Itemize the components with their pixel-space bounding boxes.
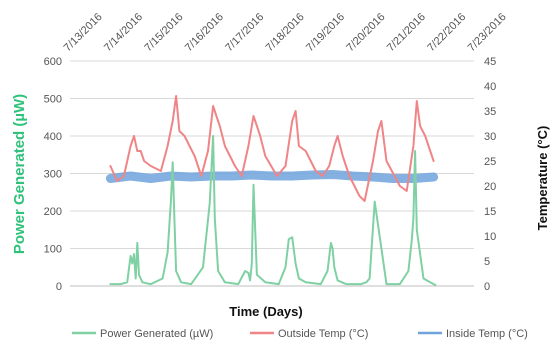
x-tick-label: 7/19/2016	[304, 11, 347, 54]
y-left-tick-label: 300	[44, 169, 62, 181]
series-group	[105, 95, 439, 286]
x-tick-label: 7/13/2016	[62, 11, 105, 54]
y-right-tick-label: 5	[484, 256, 490, 268]
series-line-2	[109, 95, 435, 202]
y-left-tick-label: 400	[44, 131, 62, 143]
y-axis-left-ticks: 0 100 200 300 400 500 600	[44, 56, 62, 293]
x-tick-label: 7/20/2016	[344, 11, 387, 54]
x-tick-label: 7/17/2016	[223, 11, 266, 54]
x-tick-label: 7/15/2016	[142, 11, 185, 54]
legend: Power Generated (µW) Outside Temp (°C) Ins…	[72, 328, 528, 340]
y-axis-left-label: Power Generated (µW)	[11, 94, 28, 254]
y-right-tick-label: 20	[484, 181, 496, 193]
y-axis-right-label: Temperature (°C)	[535, 126, 550, 231]
y-axis-right-ticks: 0 5 10 15 20 25 30 35 40 45	[484, 56, 496, 293]
y-right-tick-label: 25	[484, 156, 496, 168]
x-axis-ticks: 7/13/20167/14/20167/15/20167/16/20167/17…	[62, 11, 509, 54]
y-right-tick-label: 35	[484, 106, 496, 118]
y-left-tick-label: 100	[44, 244, 62, 256]
y-right-tick-label: 40	[484, 81, 496, 93]
series-line-3	[105, 170, 439, 183]
y-right-tick-label: 0	[484, 281, 490, 293]
x-tick-label: 7/14/2016	[102, 11, 145, 54]
y-right-tick-label: 45	[484, 56, 496, 68]
x-tick-label: 7/21/2016	[385, 11, 428, 54]
y-right-tick-label: 30	[484, 131, 496, 143]
x-tick-label: 7/16/2016	[183, 11, 226, 54]
y-left-tick-label: 500	[44, 94, 62, 106]
x-axis-label: Time (Days)	[229, 304, 302, 319]
y-left-tick-label: 200	[44, 206, 62, 218]
y-left-tick-label: 0	[56, 281, 62, 293]
x-tick-label: 7/22/2016	[425, 11, 468, 54]
y-right-tick-label: 15	[484, 206, 496, 218]
x-tick-label: 7/23/2016	[466, 11, 509, 54]
y-right-tick-label: 10	[484, 231, 496, 243]
x-tick-label: 7/18/2016	[264, 11, 307, 54]
legend-entry: Power Generated (µW)	[100, 328, 213, 340]
legend-entry: Outside Temp (°C)	[278, 328, 368, 340]
y-left-tick-label: 600	[44, 56, 62, 68]
legend-entry: Inside Temp (°C)	[446, 328, 528, 340]
series-line-1	[109, 135, 437, 286]
